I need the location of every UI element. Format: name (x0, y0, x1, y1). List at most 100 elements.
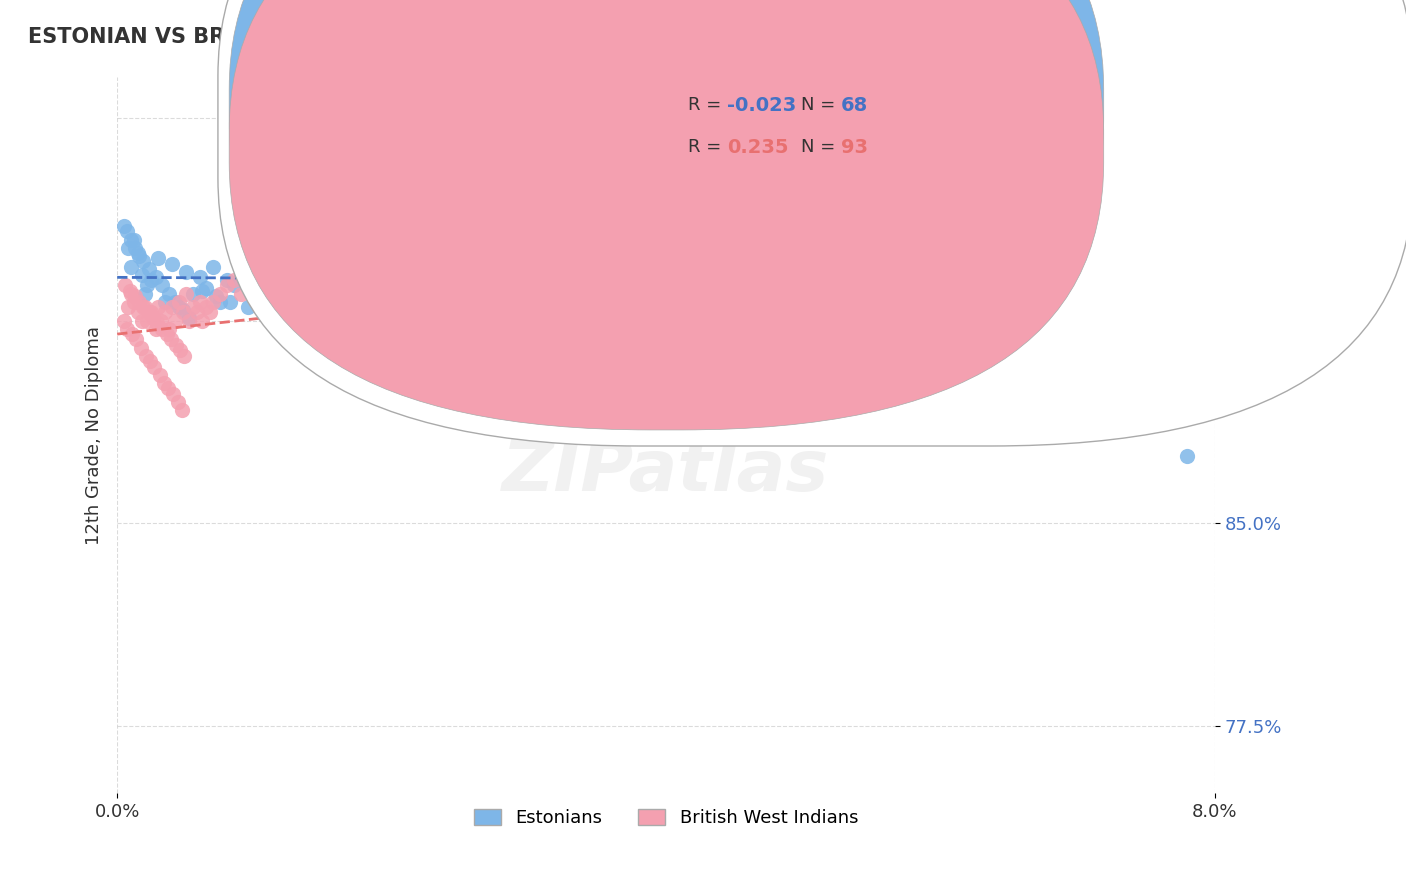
Point (215, 273, 238, 287)
Point (131, 268, 153, 282)
Point (125, 333, 148, 347)
Point (157, 321, 180, 335)
Point (291, 278, 314, 293)
Point (298, 268, 321, 282)
Point (112, 219, 135, 233)
Point (177, 313, 200, 327)
Point (134, 286, 156, 301)
Point (236, 278, 259, 293)
Point (339, 246, 361, 260)
Point (191, 313, 214, 327)
Point (160, 257, 183, 271)
Point (172, 302, 194, 317)
Point (277, 286, 299, 301)
Legend: Estonians, British West Indians: Estonians, British West Indians (467, 802, 866, 834)
Text: N =: N = (801, 96, 841, 114)
Point (136, 278, 159, 293)
Point (174, 286, 197, 301)
Point (1135, 286, 1157, 301)
Point (169, 343, 191, 358)
Point (156, 381, 179, 395)
Point (218, 294, 240, 309)
Point (120, 260, 142, 274)
Point (202, 294, 225, 309)
Text: R =: R = (688, 138, 727, 156)
Point (172, 305, 194, 319)
Point (117, 300, 139, 314)
Point (167, 300, 190, 314)
Point (546, 273, 568, 287)
Point (1039, 260, 1062, 274)
Point (325, 273, 347, 287)
Point (146, 316, 169, 330)
Point (655, 278, 678, 293)
Point (956, 286, 979, 301)
Point (141, 305, 163, 319)
Point (136, 313, 159, 327)
Point (118, 284, 141, 298)
Point (229, 286, 252, 301)
Point (229, 268, 252, 282)
Point (165, 338, 187, 352)
Point (257, 273, 280, 287)
Point (1094, 270, 1116, 285)
Point (155, 305, 177, 319)
Point (463, 270, 485, 285)
Point (312, 278, 335, 293)
Point (381, 278, 404, 293)
Point (124, 289, 146, 303)
Point (491, 197, 513, 211)
Point (792, 281, 814, 295)
Point (222, 278, 245, 293)
Point (860, 268, 883, 282)
Point (188, 294, 211, 309)
Point (264, 278, 287, 293)
Point (209, 286, 232, 301)
Point (250, 286, 273, 301)
Text: 68: 68 (841, 95, 868, 115)
Point (170, 402, 193, 417)
Point (181, 300, 204, 314)
Text: ZIPatlas: ZIPatlas (502, 437, 830, 506)
Point (120, 286, 142, 301)
Point (112, 313, 135, 327)
Point (250, 300, 273, 314)
Point (191, 284, 214, 298)
Point (131, 313, 153, 327)
Point (222, 273, 245, 287)
Point (149, 368, 172, 382)
Point (1066, 278, 1088, 293)
Text: ESTONIAN VS BRITISH WEST INDIAN 12TH GRADE, NO DIPLOMA CORRELATION CHART: ESTONIAN VS BRITISH WEST INDIAN 12TH GRA… (28, 27, 1028, 46)
Point (929, 138, 952, 153)
Point (153, 376, 176, 390)
Point (115, 224, 138, 238)
Point (148, 300, 170, 314)
Point (765, 273, 787, 287)
Point (367, 233, 389, 247)
Point (121, 327, 143, 342)
Point (141, 273, 163, 287)
Point (408, 219, 430, 233)
Point (929, 276, 952, 290)
Text: R =: R = (688, 96, 727, 114)
Point (157, 286, 180, 301)
Point (236, 300, 259, 314)
Point (408, 273, 430, 287)
Point (1066, 116, 1088, 130)
Point (209, 294, 232, 309)
Point (264, 305, 287, 319)
Point (177, 310, 200, 325)
Text: Source: ZipAtlas.com: Source: ZipAtlas.com (1215, 27, 1378, 42)
Point (381, 224, 404, 238)
Point (195, 281, 218, 295)
Point (163, 313, 186, 327)
Point (792, 152, 814, 166)
Point (998, 273, 1021, 287)
Point (353, 241, 375, 255)
Point (312, 260, 335, 274)
Point (270, 268, 292, 282)
Point (284, 273, 307, 287)
Point (200, 305, 222, 319)
Point (627, 278, 650, 293)
Point (128, 294, 150, 309)
